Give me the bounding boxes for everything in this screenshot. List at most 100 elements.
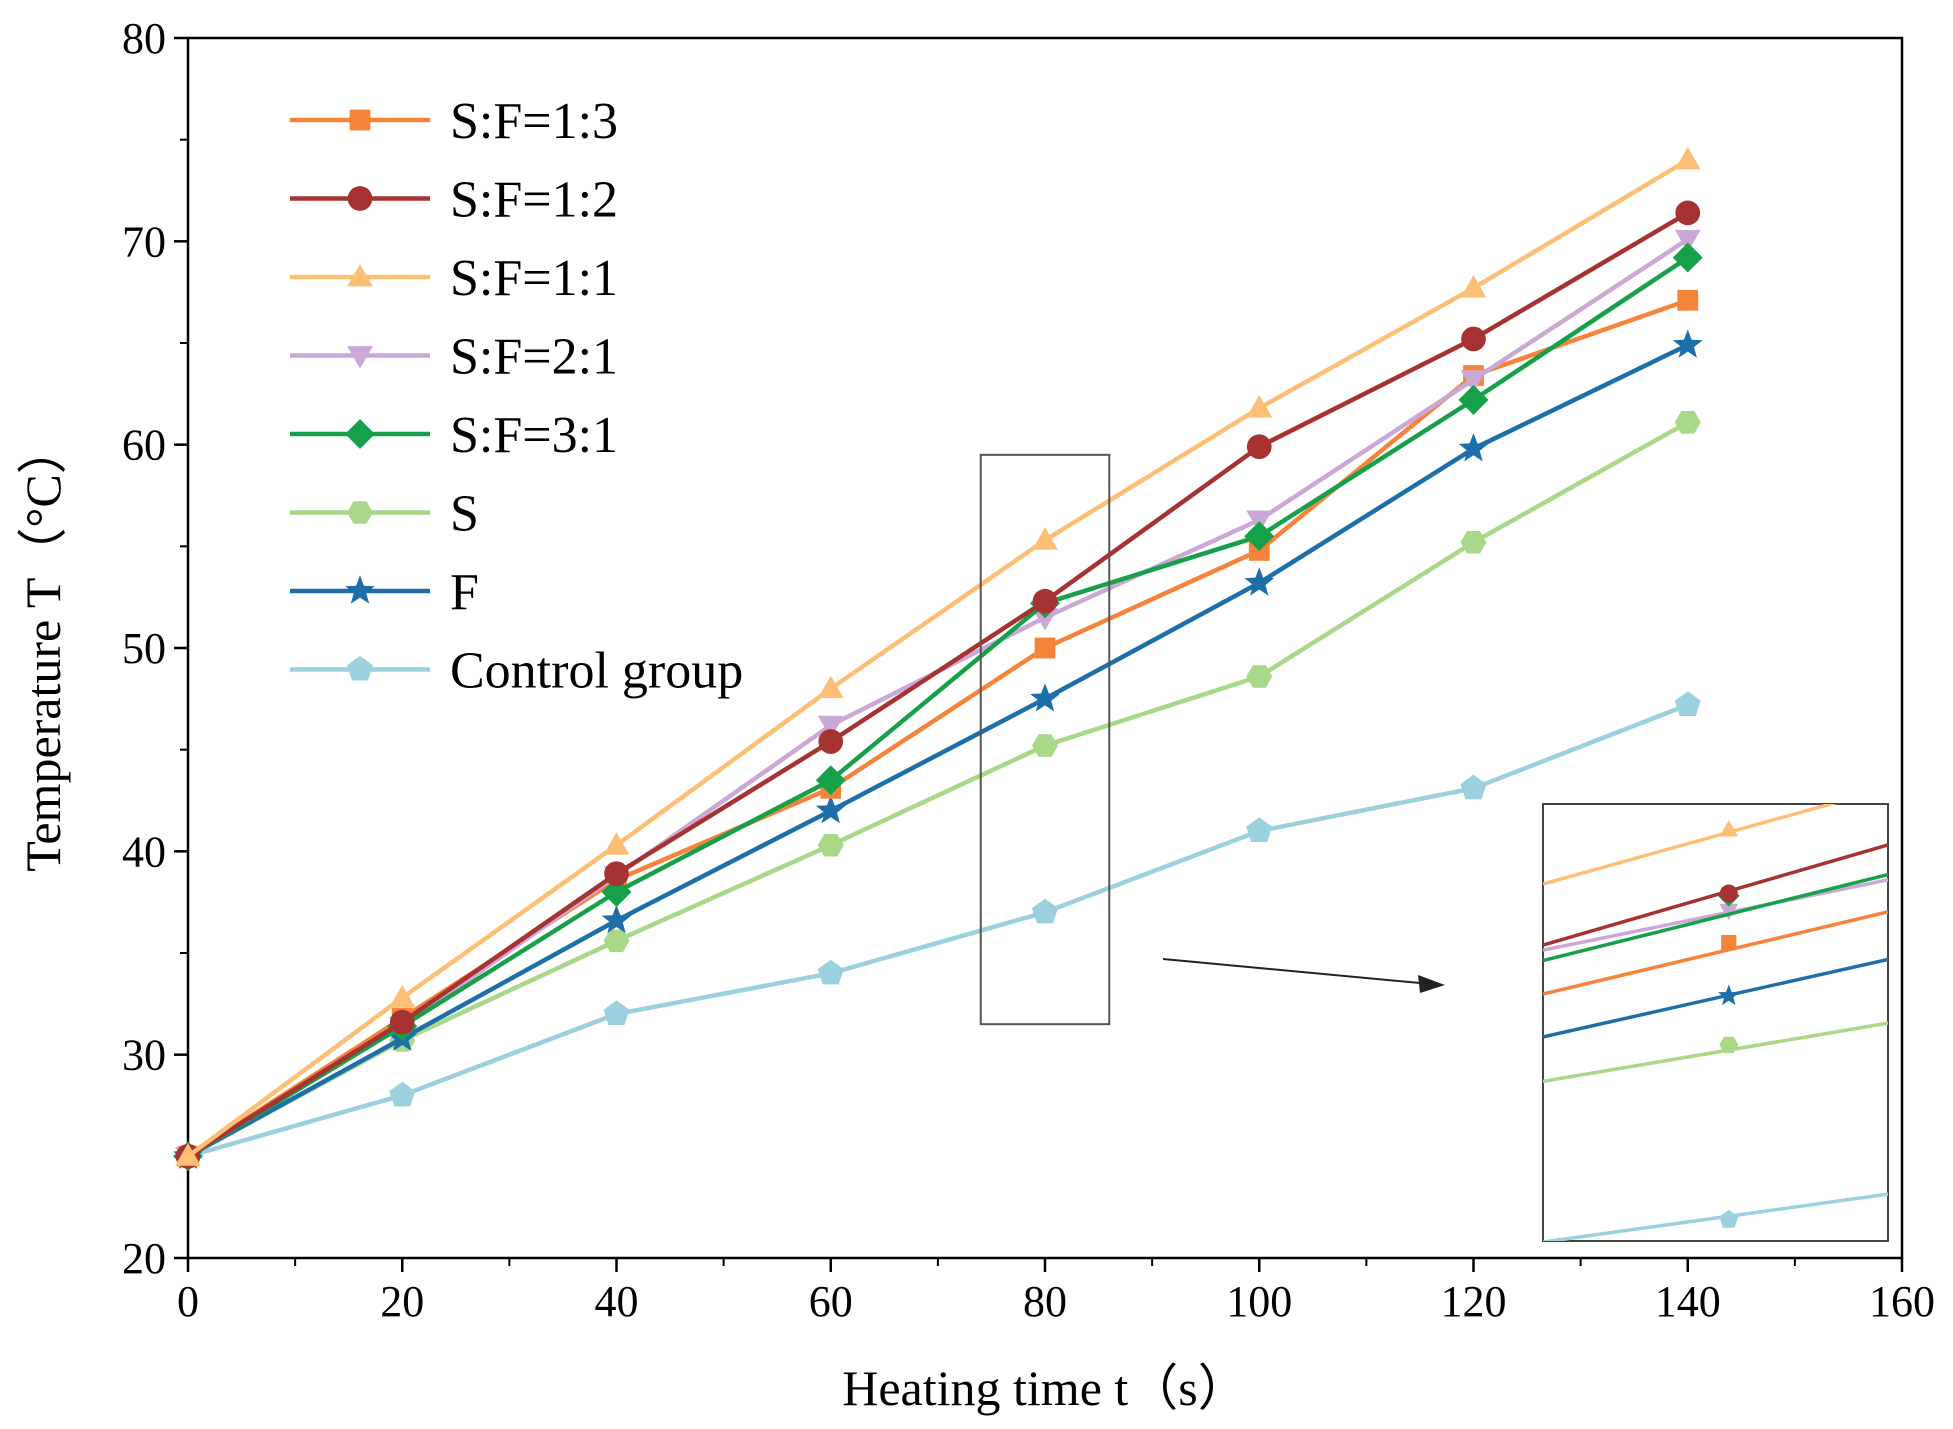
data-point (389, 984, 416, 1008)
data-point (1674, 411, 1701, 434)
data-point (1460, 531, 1487, 554)
legend-swatch-marker (347, 186, 373, 211)
series-line (187, 702, 1689, 1159)
series-line (186, 255, 1690, 1159)
inset-data-point (1719, 1209, 1739, 1228)
x-tick-label: 80 (1023, 1277, 1067, 1326)
data-point (175, 1143, 201, 1166)
series-s-f-1-1 (175, 147, 1701, 1166)
data-point (1672, 242, 1703, 273)
legend-swatch-marker (347, 264, 373, 287)
series-s-f-1-2 (175, 200, 1701, 1169)
data-point (1246, 665, 1273, 688)
data-point (815, 795, 846, 824)
data-point (1460, 774, 1487, 800)
series-f (173, 329, 1703, 1169)
x-tick-label: 60 (809, 1277, 853, 1326)
data-point (1674, 691, 1701, 716)
data-point (1034, 637, 1056, 659)
inset-data-point (1717, 984, 1740, 1006)
legend-swatch-marker (349, 109, 371, 131)
data-point (817, 959, 844, 985)
legend-item-s-f-2-1: S:F=2:1 (290, 329, 618, 386)
legend-label: S:F=1:3 (450, 93, 618, 150)
x-tick-label: 0 (177, 1277, 199, 1326)
y-tick-label: 40 (122, 827, 166, 876)
data-point (603, 929, 630, 953)
x-tick-label: 120 (1441, 1277, 1507, 1326)
data-point (1032, 527, 1058, 550)
x-tick-label: 160 (1869, 1277, 1935, 1326)
data-point (1461, 326, 1486, 352)
legend-label: S:F=1:2 (450, 172, 618, 229)
inset-series-f (1543, 957, 1888, 1039)
data-point (389, 1081, 416, 1107)
data-point (1032, 898, 1058, 924)
legend-label: Control group (450, 643, 743, 700)
inset-data-point (1721, 934, 1737, 951)
inset-series-line (1543, 843, 1888, 947)
legend-label: S:F=3:1 (450, 407, 618, 464)
data-point (1244, 567, 1275, 596)
inset-series-line (1543, 1192, 1888, 1241)
inset-series-line (1543, 910, 1888, 996)
legend: S:F=1:3 S:F=1:2 S:F=1:1 S:F=2:1 S:F=3:1 SF Con… (290, 93, 743, 700)
data-point (1030, 683, 1060, 712)
legend-item-s-f-1-2: S:F=1:2 (290, 172, 618, 229)
data-point (1675, 200, 1701, 226)
inset-series-line (1543, 957, 1888, 1039)
data-point (818, 729, 844, 754)
inset-series-s-f-1-2 (1543, 843, 1888, 947)
data-point (603, 832, 630, 855)
data-point (817, 834, 844, 857)
data-point (1458, 385, 1489, 415)
inset-series-line (1543, 872, 1888, 963)
inset-data-point (1719, 1036, 1739, 1054)
inset-series-s (1543, 1021, 1888, 1084)
axes: 0 20 40 60 80 100 120 140 16020304050607080Heati… (15, 14, 1935, 1416)
series-line (186, 420, 1689, 1159)
series-line (186, 342, 1689, 1159)
data-point (603, 1000, 630, 1025)
legend-label: S:F=2:1 (450, 329, 618, 386)
y-tick-label: 20 (122, 1234, 166, 1283)
inset-series-s-f-1-1 (1543, 804, 1838, 886)
data-point (1460, 275, 1487, 298)
inset-series (1543, 804, 1888, 1241)
inset-series-s-f-1-3 (1543, 910, 1888, 996)
zoom-arrow-line (1162, 958, 1421, 984)
zoom-arrow-head (1418, 975, 1445, 993)
data-point (1460, 370, 1487, 393)
legend-item-s-f-3-1: S:F=3:1 (290, 407, 618, 464)
x-tick-label: 20 (380, 1277, 424, 1326)
legend-item-s: S (290, 486, 479, 543)
series-layer (173, 147, 1703, 1172)
x-tick-label: 40 (595, 1277, 639, 1326)
legend-item-s-f-1-3: S:F=1:3 (290, 93, 618, 150)
data-point (817, 675, 844, 699)
data-point (815, 765, 846, 796)
data-point (1674, 147, 1701, 170)
y-tick-label: 50 (122, 624, 166, 673)
y-axis-title: Temperature T（°C） (15, 424, 71, 871)
y-tick-label: 80 (122, 14, 166, 63)
legend-swatch-marker (347, 346, 373, 369)
data-point (601, 904, 632, 934)
data-point (389, 1009, 415, 1035)
inset-data-point (1719, 884, 1738, 903)
legend-item-f: F (290, 564, 479, 621)
data-point (1246, 817, 1273, 842)
legend-swatch-marker (347, 655, 373, 681)
data-point (604, 861, 629, 887)
y-tick-label: 70 (122, 217, 166, 266)
data-point (601, 877, 632, 907)
inset-series-control-group (1543, 1192, 1888, 1241)
inset-series-line (1543, 1021, 1888, 1084)
data-point (1458, 433, 1489, 462)
legend-swatch-marker (347, 501, 373, 524)
inset-data-point (1719, 903, 1739, 921)
data-point (1032, 588, 1058, 614)
data-point (1032, 608, 1058, 631)
y-tick-label: 30 (122, 1031, 166, 1080)
